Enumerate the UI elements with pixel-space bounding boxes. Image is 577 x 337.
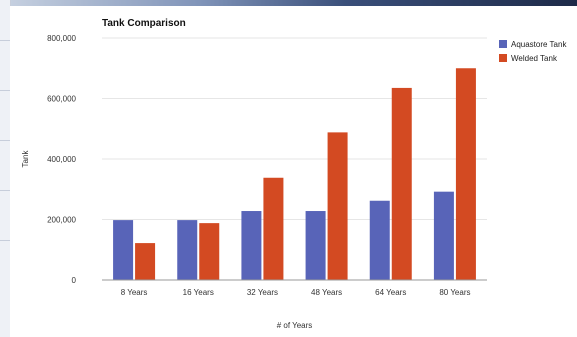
x-axis-label: # of Years: [277, 321, 313, 330]
y-tick-label: 200,000: [47, 216, 76, 225]
bar-chart: 0 200,000 400,000 600,000 800,000 8 Years 16 …: [21, 34, 567, 330]
x-tick-label: 8 Years: [121, 288, 148, 297]
bar: [135, 243, 156, 280]
bar: [177, 220, 198, 280]
y-tick-label: 0: [72, 276, 77, 285]
x-tick-labels: 8 Years 16 Years 32 Years 48 Years 64 Years 8…: [121, 288, 471, 297]
y-tick-label: 600,000: [47, 95, 76, 104]
legend-swatch: [499, 54, 507, 62]
legend-swatch: [499, 40, 507, 48]
bar: [369, 200, 390, 280]
bar: [327, 132, 348, 280]
legend-label: Welded Tank: [511, 54, 558, 63]
chart-title: Tank Comparison: [102, 18, 186, 29]
legend-label: Aquastore Tank: [511, 40, 567, 49]
x-tick-label: 48 Years: [311, 288, 342, 297]
x-tick-label: 16 Years: [183, 288, 214, 297]
y-axis-label: Tank: [21, 150, 30, 168]
bar: [241, 211, 262, 280]
bar: [305, 211, 326, 280]
bar: [263, 177, 284, 280]
y-tick-labels: 0 200,000 400,000 600,000 800,000: [47, 34, 76, 285]
chart-card: Tank Comparison 0 200,000 400,000 600,000 80…: [10, 6, 577, 337]
bar: [391, 87, 412, 280]
grid-lines: [102, 37, 487, 220]
bar: [455, 68, 476, 280]
background-strip: [0, 0, 577, 8]
bar: [199, 223, 220, 280]
x-tick-label: 80 Years: [439, 288, 470, 297]
bar: [433, 191, 454, 280]
legend: Aquastore Tank Welded Tank: [499, 40, 567, 63]
bar: [113, 220, 134, 280]
x-tick-label: 64 Years: [375, 288, 406, 297]
x-tick-label: 32 Years: [247, 288, 278, 297]
y-tick-label: 400,000: [47, 155, 76, 164]
bars: [113, 68, 476, 280]
y-tick-label: 800,000: [47, 34, 76, 43]
